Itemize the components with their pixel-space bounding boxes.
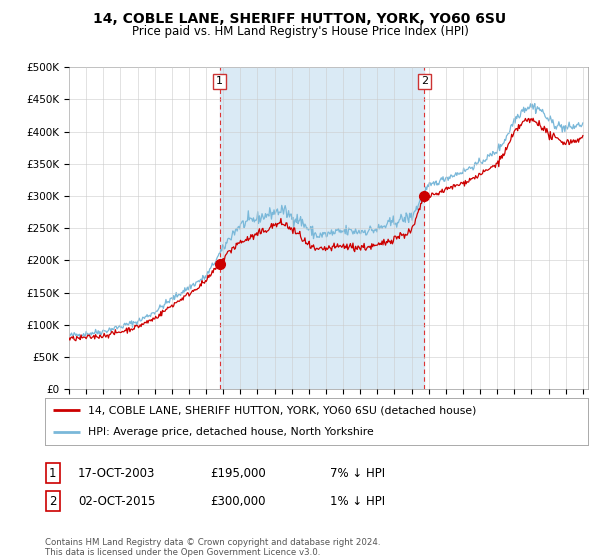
Text: 2: 2: [49, 494, 56, 508]
Text: Price paid vs. HM Land Registry's House Price Index (HPI): Price paid vs. HM Land Registry's House …: [131, 25, 469, 38]
Text: 14, COBLE LANE, SHERIFF HUTTON, YORK, YO60 6SU (detached house): 14, COBLE LANE, SHERIFF HUTTON, YORK, YO…: [88, 405, 477, 416]
Text: HPI: Average price, detached house, North Yorkshire: HPI: Average price, detached house, Nort…: [88, 427, 374, 437]
Bar: [220, 67, 424, 389]
Text: 1: 1: [49, 466, 56, 480]
Text: 1% ↓ HPI: 1% ↓ HPI: [330, 494, 385, 508]
Text: 2: 2: [421, 76, 428, 86]
Text: Contains HM Land Registry data © Crown copyright and database right 2024.
This d: Contains HM Land Registry data © Crown c…: [45, 538, 380, 557]
Text: 14, COBLE LANE, SHERIFF HUTTON, YORK, YO60 6SU: 14, COBLE LANE, SHERIFF HUTTON, YORK, YO…: [94, 12, 506, 26]
Text: 02-OCT-2015: 02-OCT-2015: [78, 494, 155, 508]
Text: £300,000: £300,000: [210, 494, 265, 508]
Text: 17-OCT-2003: 17-OCT-2003: [78, 466, 155, 480]
Text: 7% ↓ HPI: 7% ↓ HPI: [330, 466, 385, 480]
Text: 1: 1: [216, 76, 223, 86]
Text: £195,000: £195,000: [210, 466, 266, 480]
